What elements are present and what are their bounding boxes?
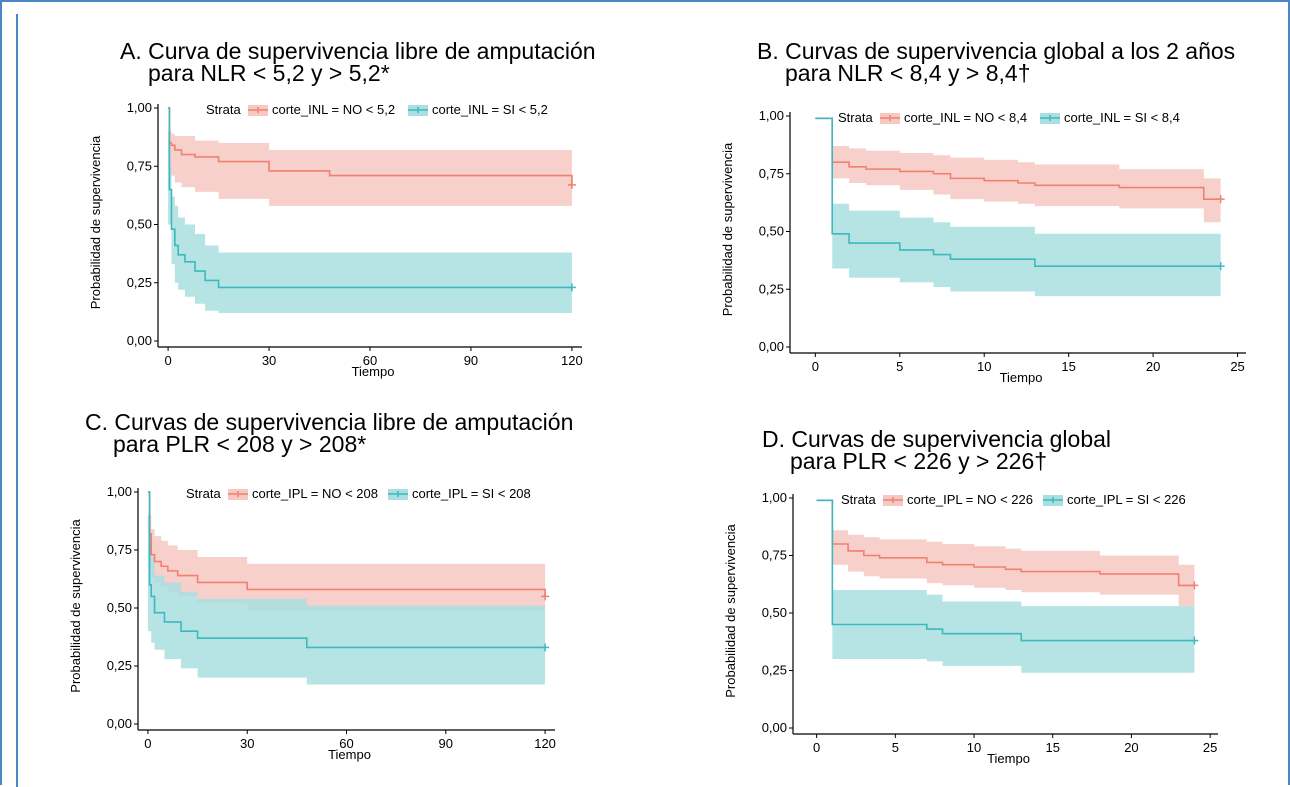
panel-c-title: C. Curvas de supervivencia libre de ampu…: [85, 409, 574, 457]
ci-band-2: [816, 500, 1195, 673]
y-tick-label: 0,75: [127, 158, 152, 173]
y-axis-label: Probabilidad de supervivencia: [723, 524, 738, 698]
legend-title: Strata: [186, 486, 221, 501]
survival-curve-2: [168, 107, 572, 289]
x-tick-label: 30: [240, 736, 254, 751]
x-tick-label: 20: [1146, 359, 1160, 374]
ci-band-2: [147, 515, 546, 685]
legend-label-1: corte_IPL = NO < 226: [907, 492, 1033, 507]
x-tick-label: 5: [896, 359, 903, 374]
y-tick-label: 0,50: [107, 600, 132, 615]
legend-label-1: corte_IPL = NO < 208: [252, 486, 378, 501]
y-tick-label: 0,50: [762, 605, 787, 620]
x-tick-label: 60: [339, 736, 353, 751]
x-tick-label: 20: [1124, 740, 1138, 755]
x-tick-label: 0: [164, 353, 171, 368]
ci-band-1: [816, 500, 1195, 607]
legend-label-1: corte_INL = NO < 8,4: [904, 110, 1027, 125]
y-axis-label: Probabilidad de supervivencia: [68, 519, 83, 693]
survival-curve-1: [815, 117, 1221, 200]
survival-curve-2: [815, 117, 1221, 267]
y-tick-label: 0,50: [127, 217, 152, 232]
figure-left-rule: [16, 14, 18, 787]
x-tick-label: 0: [813, 740, 820, 755]
legend-label-2: corte_IPL = SI < 208: [412, 486, 531, 501]
x-tick-label: 10: [967, 740, 981, 755]
legend-label-2: corte_IPL = SI < 226: [1067, 492, 1186, 507]
x-axis-label: Tiempo: [1000, 370, 1043, 385]
x-axis-label: Tiempo: [987, 751, 1030, 766]
y-tick-label: 0,00: [107, 716, 132, 731]
y-tick-label: 0,25: [759, 281, 784, 296]
y-tick-label: 0,00: [759, 339, 784, 354]
y-tick-label: 0,25: [762, 663, 787, 678]
survival-curve-1: [147, 491, 546, 597]
ci-band-1: [168, 131, 572, 206]
y-tick-label: 1,00: [127, 100, 152, 115]
x-tick-label: 120: [534, 736, 556, 751]
y-tick-label: 1,00: [762, 490, 787, 505]
y-tick-label: 0,75: [762, 548, 787, 563]
survival-curve-2: [816, 499, 1195, 642]
y-tick-label: 0,25: [127, 275, 152, 290]
x-tick-label: 15: [1045, 740, 1059, 755]
x-tick-label: 0: [144, 736, 151, 751]
survival-curve-1: [168, 107, 573, 185]
x-tick-label: 90: [464, 353, 478, 368]
legend-title: Strata: [206, 102, 241, 117]
ci-band-2: [168, 140, 572, 314]
survival-curve-1: [816, 499, 1195, 587]
y-tick-label: 1,00: [759, 108, 784, 123]
legend-label-2: corte_INL = SI < 8,4: [1064, 110, 1180, 125]
x-axis-label: Tiempo: [352, 364, 395, 379]
panel-b-title: B. Curvas de supervivencia global a los …: [757, 38, 1236, 86]
legend-title: Strata: [838, 110, 873, 125]
y-tick-label: 0,00: [762, 720, 787, 735]
y-tick-label: 1,00: [107, 484, 132, 499]
y-tick-label: 0,00: [127, 333, 152, 348]
x-tick-label: 5: [892, 740, 899, 755]
legend-title: Strata: [841, 492, 876, 507]
panel-a-title: A. Curva de supervivencia libre de amput…: [120, 38, 596, 86]
x-tick-label: 30: [262, 353, 276, 368]
x-tick-label: 0: [812, 359, 819, 374]
panel-d-title: D. Curvas de supervivencia global para P…: [762, 426, 1112, 474]
legend-label-2: corte_INL = SI < 5,2: [432, 102, 548, 117]
y-tick-label: 0,75: [759, 166, 784, 181]
y-tick-label: 0,25: [107, 658, 132, 673]
ci-band-1: [147, 515, 546, 618]
ci-band-2: [815, 118, 1221, 297]
x-tick-label: 25: [1230, 359, 1244, 374]
y-axis-label: Probabilidad de supervivencia: [88, 135, 103, 309]
x-tick-label: 10: [977, 359, 991, 374]
x-tick-label: 120: [561, 353, 583, 368]
x-tick-label: 25: [1203, 740, 1217, 755]
legend-label-1: corte_INL = NO < 5,2: [272, 102, 395, 117]
x-tick-label: 15: [1061, 359, 1075, 374]
x-axis-label: Tiempo: [328, 747, 371, 762]
x-tick-label: 60: [363, 353, 377, 368]
survival-curve-2: [147, 491, 546, 649]
x-tick-label: 90: [439, 736, 453, 751]
y-tick-label: 0,75: [107, 542, 132, 557]
y-axis-label: Probabilidad de supervivencia: [720, 142, 735, 316]
ci-band-1: [815, 118, 1221, 223]
y-tick-label: 0,50: [759, 224, 784, 239]
